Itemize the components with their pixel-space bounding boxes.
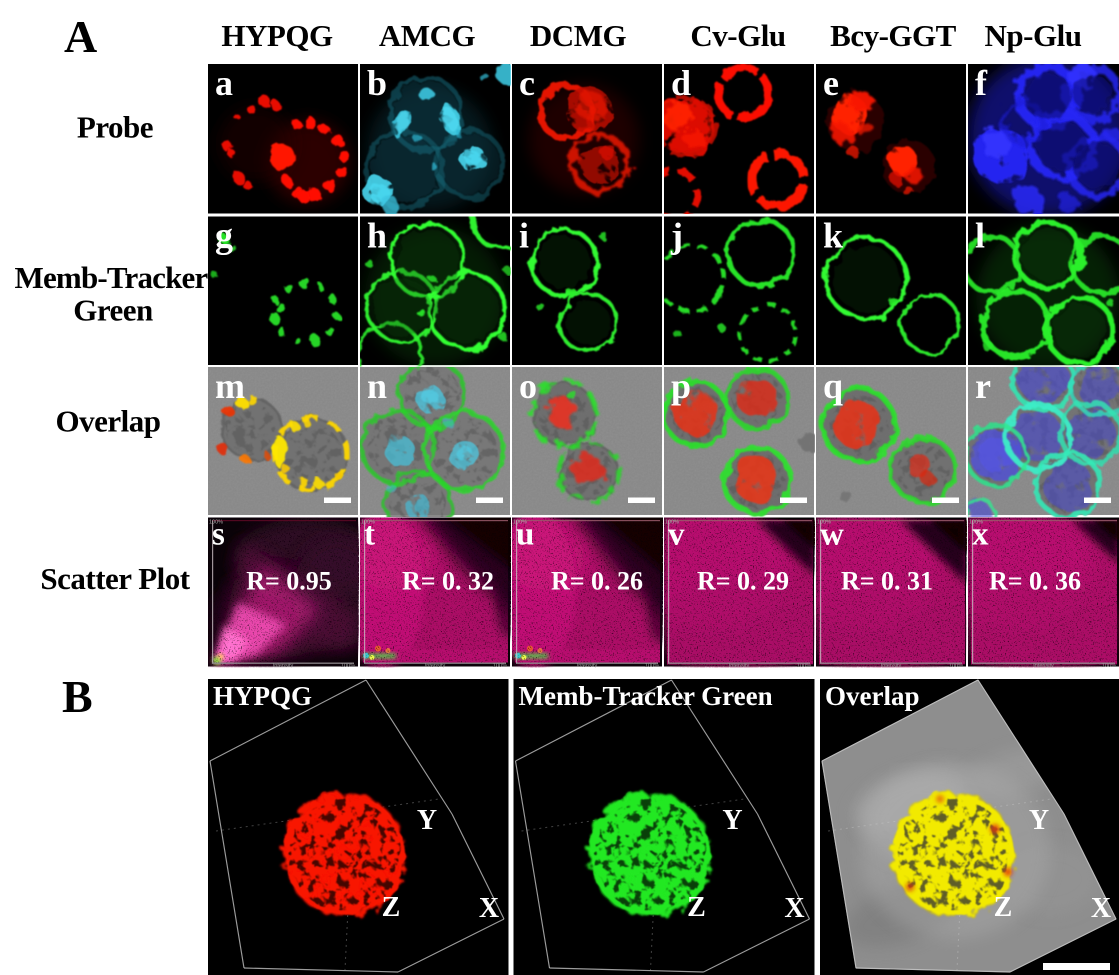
svg-text:x: x (972, 517, 989, 553)
svg-text:Scatter Plot: Scatter Plot (40, 561, 190, 596)
svg-text:f: f (975, 63, 988, 103)
svg-text:u: u (516, 517, 534, 553)
svg-text:Cv-Glu: Cv-Glu (690, 18, 785, 53)
svg-text:Overlap: Overlap (56, 404, 161, 439)
svg-text:Z: Z (994, 892, 1013, 923)
svg-text:o: o (519, 366, 537, 406)
svg-text:R= 0. 29: R= 0. 29 (697, 567, 789, 596)
svg-text:100%: 100% (797, 663, 811, 669)
svg-text:g: g (215, 216, 233, 256)
svg-text:Y: Y (417, 805, 437, 836)
svg-text:l: l (975, 216, 985, 256)
svg-text:h: h (367, 216, 387, 256)
svg-text:Y: Y (1029, 805, 1049, 836)
svg-text:Intensity: Intensity (273, 663, 294, 669)
svg-text:e: e (823, 63, 839, 103)
svg-text:r: r (975, 366, 991, 406)
svg-text:Bcy-GGT: Bcy-GGT (830, 18, 956, 53)
svg-text:100%: 100% (817, 520, 831, 526)
svg-text:HYPQG: HYPQG (221, 18, 333, 53)
svg-text:q: q (823, 366, 843, 406)
svg-text:Probe: Probe (77, 110, 153, 145)
svg-text:100%: 100% (209, 520, 223, 526)
svg-text:Y: Y (722, 805, 742, 836)
svg-text:B: B (62, 671, 93, 722)
svg-text:b: b (367, 63, 387, 103)
svg-text:n: n (367, 366, 387, 406)
svg-text:R= 0. 26: R= 0. 26 (551, 567, 643, 596)
svg-text:R= 0. 32: R= 0. 32 (402, 567, 494, 596)
svg-text:Memb-Tracker Green: Memb-Tracker Green (519, 681, 773, 711)
svg-text:Intensity: Intensity (881, 663, 902, 669)
svg-text:100%: 100% (1102, 663, 1116, 669)
svg-text:100%: 100% (341, 663, 355, 669)
svg-text:d: d (671, 63, 691, 103)
svg-text:R= 0. 31: R= 0. 31 (841, 567, 933, 596)
svg-text:HYPQG: HYPQG (213, 681, 312, 711)
svg-text:100%: 100% (645, 663, 659, 669)
svg-text:X: X (479, 893, 499, 924)
svg-text:Intensity: Intensity (729, 663, 750, 669)
svg-text:a: a (215, 63, 233, 103)
svg-text:X: X (1091, 893, 1111, 924)
svg-text:100%: 100% (513, 520, 527, 526)
svg-text:Np-Glu: Np-Glu (985, 18, 1082, 53)
svg-text:100%: 100% (493, 663, 507, 669)
svg-text:v: v (668, 517, 685, 553)
svg-text:Intensity: Intensity (1033, 663, 1054, 669)
svg-text:k: k (823, 216, 843, 256)
svg-text:Z: Z (382, 892, 401, 923)
svg-text:Z: Z (687, 892, 706, 923)
svg-text:100%: 100% (361, 520, 375, 526)
svg-text:R= 0.95: R= 0.95 (246, 567, 332, 596)
svg-text:w: w (820, 517, 844, 553)
svg-text:p: p (671, 366, 691, 406)
svg-text:m: m (215, 366, 245, 406)
svg-text:Intensity: Intensity (577, 663, 598, 669)
svg-text:100%: 100% (949, 663, 963, 669)
svg-text:s: s (212, 517, 225, 553)
svg-text:Green: Green (73, 293, 153, 328)
svg-text:i: i (519, 216, 529, 256)
svg-text:Intensity: Intensity (425, 663, 446, 669)
svg-text:Memb-Tracker: Memb-Tracker (15, 260, 209, 295)
svg-text:c: c (519, 63, 535, 103)
svg-text:Overlap: Overlap (825, 681, 920, 711)
svg-text:DCMG: DCMG (530, 18, 627, 53)
svg-text:X: X (784, 893, 804, 924)
svg-text:AMCG: AMCG (379, 18, 476, 53)
svg-text:R= 0. 36: R= 0. 36 (989, 567, 1081, 596)
svg-text:j: j (670, 216, 683, 256)
svg-text:t: t (364, 517, 375, 553)
svg-text:100%: 100% (665, 520, 679, 526)
svg-text:A: A (64, 11, 97, 62)
svg-text:100%: 100% (969, 520, 983, 526)
